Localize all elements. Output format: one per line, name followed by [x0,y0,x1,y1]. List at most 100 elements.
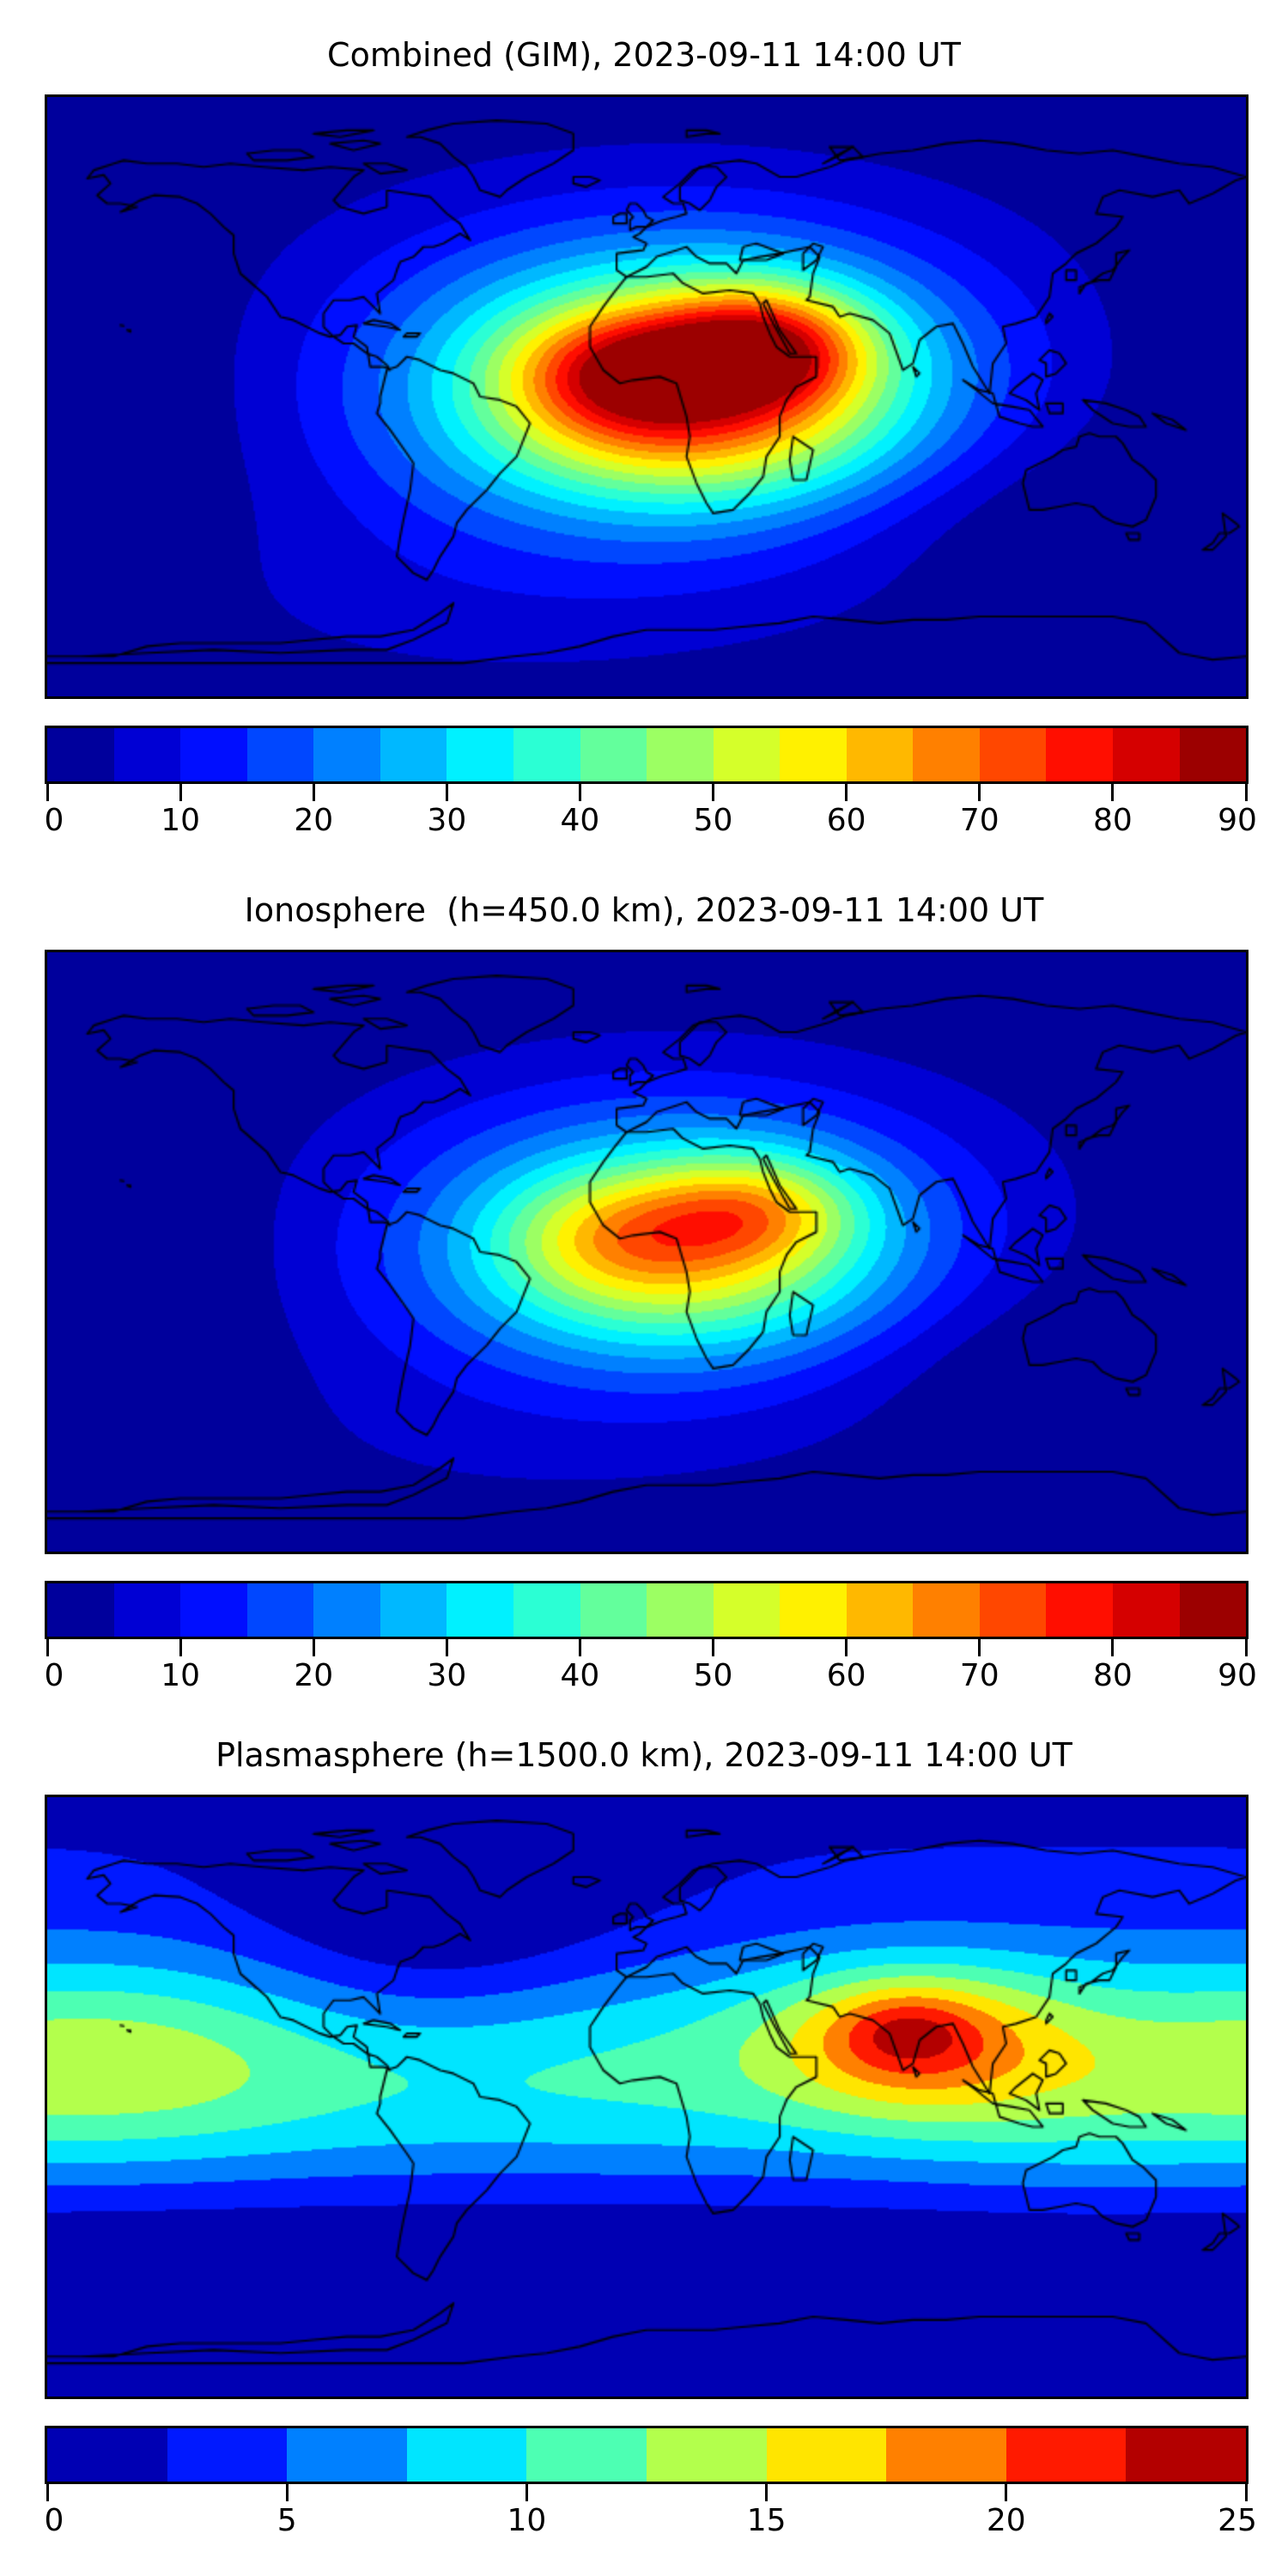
colorbar-segment [1046,728,1113,781]
colorbar-tick-label: 0 [44,1658,64,1693]
colorbar-tick-label: 20 [986,2503,1026,2538]
colorbar-segment [1005,2428,1127,2482]
colorbar-tick [845,1639,848,1656]
colorbar-tick [445,1639,448,1656]
colorbar-ticks-ionosphere [45,1639,1249,1658]
colorbar-tick [578,784,581,801]
colorbar-segment [846,1583,914,1637]
colorbar-segment [913,728,980,781]
colorbar-tick-label: 40 [560,1658,600,1693]
colorbar-tick [312,784,315,801]
colorbar-segment [713,1583,781,1637]
colorbar-labels-plasmasphere: 0 5 10 15 20 25 [44,2503,1257,2543]
colorbar-tick [1244,1639,1248,1656]
map-combined-gim [45,94,1249,699]
colorbar-tick-label: 30 [427,1658,467,1693]
colorbar-segment [780,728,847,781]
map-canvas-combined-gim [47,97,1246,696]
colorbar-segment [513,728,580,781]
colorbar-tick-label: 80 [1092,1658,1133,1693]
colorbar-tick [978,1639,981,1656]
colorbar-segment [180,1583,247,1637]
colorbar-segment [1046,1583,1113,1637]
colorbar-tick [46,2484,49,2501]
colorbar-tick [46,784,49,801]
colorbar-tick-label: 60 [826,803,866,838]
colorbar-segment [979,1583,1047,1637]
colorbar-tick [1244,2484,1248,2501]
colorbar-segment [979,728,1047,781]
colorbar-segment [846,728,914,781]
colorbar-segment [447,1583,513,1637]
colorbar-tick [578,1639,581,1656]
colorbar-tick-label: 15 [746,2503,787,2538]
colorbar-segment [380,728,447,781]
colorbar-tick [285,2484,289,2501]
colorbar-tick-label: 5 [276,2503,297,2538]
colorbar-tick-label: 25 [1218,2503,1257,2538]
colorbar-tick-label: 0 [44,803,64,838]
colorbar-segment [113,1583,181,1637]
colorbar-gradient-plasmasphere [45,2426,1249,2484]
map-canvas-plasmasphere [47,1797,1246,2397]
colorbar-segment [246,728,314,781]
colorbar-gradient-ionosphere [45,1581,1249,1639]
colorbar-segment [513,1583,580,1637]
panel-title-plasmasphere: Plasmasphere (h=1500.0 km), 2023-09-11 1… [216,1736,1072,1774]
colorbar-tick [845,784,848,801]
colorbar-combined-gim: 0 10 20 30 40 50 60 70 80 90 [45,726,1257,842]
colorbar-gradient-combined-gim [45,726,1249,784]
colorbar-tick-label: 10 [161,803,201,838]
colorbar-segment [780,1583,847,1637]
colorbar-segment [113,728,181,781]
colorbar-tick [1111,784,1115,801]
colorbar-segment [646,2428,767,2482]
colorbar-tick-label: 10 [507,2503,547,2538]
colorbar-tick [1111,1639,1115,1656]
colorbar-tick-label: 90 [1218,803,1257,838]
colorbar-segment [47,1583,114,1637]
colorbar-segment [1179,1583,1246,1637]
colorbar-segment [766,2428,887,2482]
colorbar-tick-label: 40 [560,803,600,838]
colorbar-segment [913,1583,980,1637]
colorbar-ticks-combined-gim [45,784,1249,803]
colorbar-segment [287,2428,407,2482]
colorbar-tick [525,2484,528,2501]
colorbar-tick-label: 60 [826,1658,866,1693]
colorbar-tick [978,784,981,801]
colorbar-tick-label: 70 [959,803,999,838]
map-ionosphere [45,950,1249,1554]
colorbar-tick [179,1639,182,1656]
colorbar-segment [1126,2428,1246,2482]
colorbar-tick [1244,784,1248,801]
map-canvas-ionosphere [47,952,1246,1552]
colorbar-tick-label: 10 [161,1658,201,1693]
colorbar-segment [313,1583,380,1637]
colorbar-segment [447,728,513,781]
colorbar-tick-label: 20 [294,1658,334,1693]
colorbar-segment [167,2428,288,2482]
colorbar-segment [47,2428,167,2482]
colorbar-ticks-plasmasphere [45,2484,1249,2503]
colorbar-tick-label: 70 [959,1658,999,1693]
panel-title-combined-gim: Combined (GIM), 2023-09-11 14:00 UT [327,36,961,74]
colorbar-tick [1005,2484,1008,2501]
colorbar-tick [46,1639,49,1656]
colorbar-labels-combined-gim: 0 10 20 30 40 50 60 70 80 90 [44,803,1257,842]
colorbar-ionosphere: 0 10 20 30 40 50 60 70 80 90 [44,1581,1257,1698]
colorbar-tick-label: 20 [294,803,334,838]
colorbar-segment [713,728,781,781]
colorbar-segment [647,728,714,781]
colorbar-tick [765,2484,769,2501]
colorbar-tick-label: 90 [1218,1658,1257,1693]
colorbar-segment [526,2428,647,2482]
colorbar-segment [1113,1583,1180,1637]
colorbar-tick [712,1639,715,1656]
colorbar-tick-label: 30 [427,803,467,838]
colorbar-tick [312,1639,315,1656]
colorbar-tick [179,784,182,801]
colorbar-tick-label: 50 [693,803,733,838]
colorbar-tick-label: 0 [44,2503,64,2538]
colorbar-tick-label: 80 [1092,803,1133,838]
